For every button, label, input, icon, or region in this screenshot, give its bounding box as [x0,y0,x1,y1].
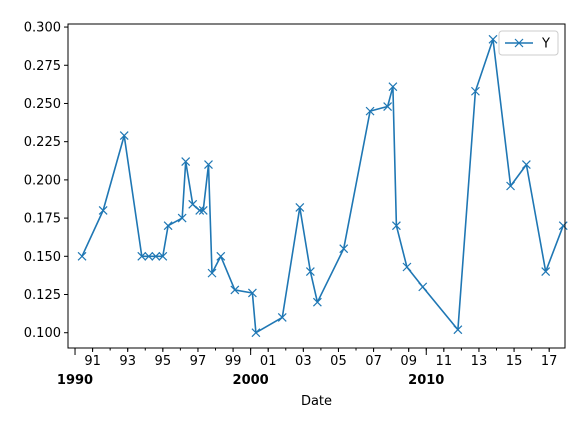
data-point [177,213,187,223]
data-point [204,160,213,170]
data-point [402,262,412,272]
data-point [119,131,129,140]
data-point [144,251,154,261]
data-point [188,199,198,209]
data-point [541,267,551,277]
y-tick-label: 0.300 [24,21,61,36]
x-tick-label: 13 [471,354,488,369]
data-point [383,102,393,111]
legend-entry-y: Y [541,37,550,52]
x-tick-label: 97 [190,354,207,369]
y-tick-label: 0.275 [24,59,61,74]
data-point [198,206,208,215]
x-tick-label: 95 [155,354,172,369]
data-point [98,206,108,215]
legend: Y [498,30,559,56]
legend-marker-x [514,38,524,48]
x-tick-label: 03 [295,354,312,369]
data-point [158,251,168,261]
y-tick-label: 0.200 [24,173,61,188]
data-point [488,34,498,44]
x-tick-label: 93 [119,354,136,369]
x-major-tick-label: 2010 [408,373,444,388]
data-point [247,288,257,298]
series-layer [77,34,568,338]
data-point [277,313,287,322]
data-point [207,268,217,278]
data-point [558,221,568,231]
data-point [506,181,515,191]
x-tick-label: 07 [365,354,382,369]
x-axis-ticks: 91 93 95 97 99 01 03 05 07 09 11 13 15 17 1990 2000 2010 [57,348,558,388]
data-point [365,106,375,116]
y-tick-label: 0.125 [24,288,61,303]
x-tick-label: 05 [330,354,347,369]
series-line-y [81,38,564,334]
data-point [151,251,161,261]
x-axis-title: Date [301,394,332,409]
data-point [471,86,480,96]
y-tick-label: 0.150 [24,250,61,265]
data-point [216,251,226,261]
data-point [195,206,205,215]
y-tick-label: 0.100 [24,326,61,341]
data-point [391,221,401,231]
data-point [388,82,398,92]
x-major-tick-label: 1990 [57,373,93,388]
data-point [77,251,87,261]
plot-area-frame [67,23,566,349]
data-point [339,244,349,254]
y-tick-label: 0.250 [24,97,61,112]
data-point [305,267,315,277]
y-axis-ticks: 0.100 0.125 0.150 0.175 0.200 0.225 0.250 0.275… [24,21,68,341]
data-point [418,282,428,292]
legend-x-marker [514,38,524,48]
data-point [251,328,261,338]
data-point [312,297,322,307]
data-point [230,285,240,295]
x-tick-label: 01 [260,354,277,369]
data-point [521,160,531,170]
data-point [453,325,463,335]
data-point [163,221,173,231]
x-tick-label: 11 [436,354,453,369]
x-tick-label: 09 [400,354,417,369]
x-tick-label: 17 [541,354,558,369]
x-major-tick-label: 2000 [233,373,269,388]
data-point [181,157,191,166]
x-tick-label: 99 [225,354,242,369]
data-point [137,251,147,261]
data-point [295,202,305,212]
x-tick-label: 91 [84,354,101,369]
x-tick-label: 15 [506,354,523,369]
y-tick-label: 0.175 [24,212,61,227]
y-tick-label: 0.225 [24,135,61,150]
